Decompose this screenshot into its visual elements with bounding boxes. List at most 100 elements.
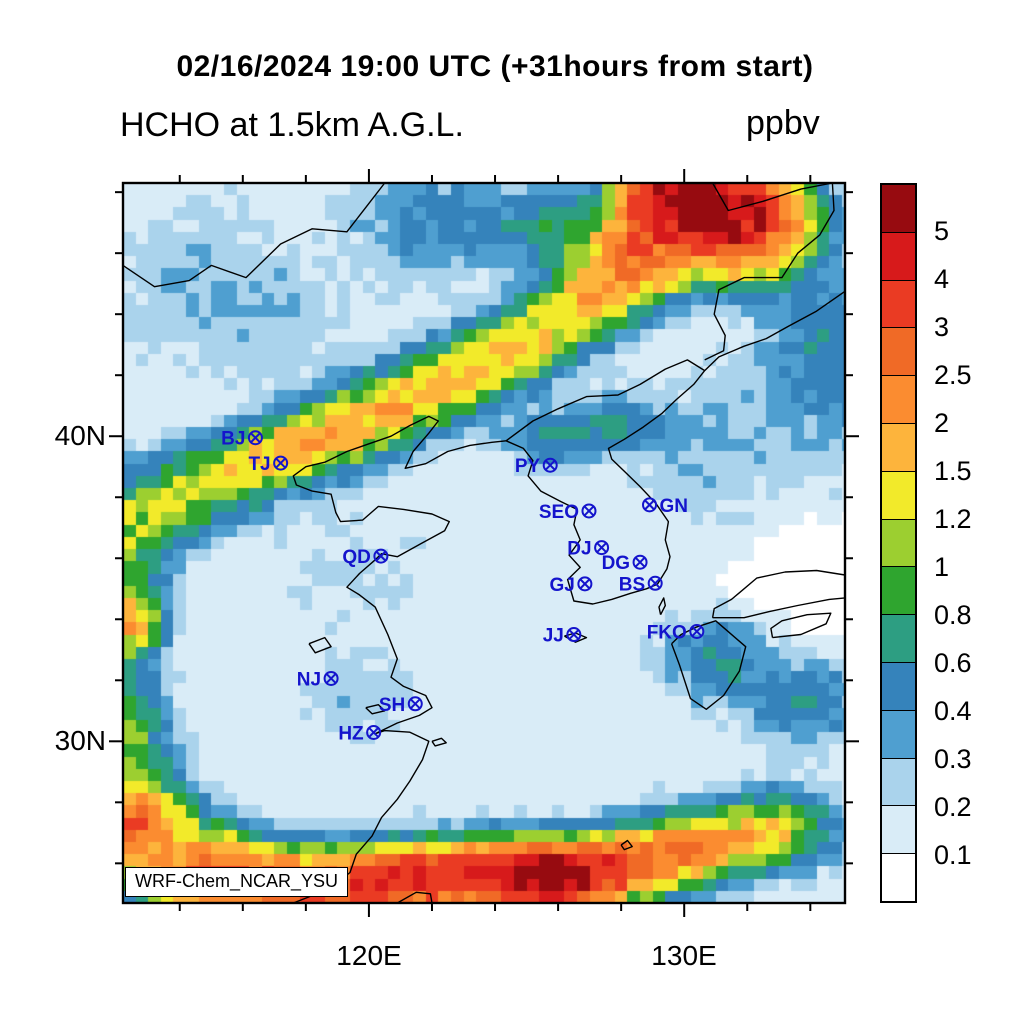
colorbar-band — [882, 471, 915, 520]
station-SH: SH — [379, 695, 423, 716]
station-marker-icon — [581, 503, 597, 519]
coastline-amami-island — [620, 839, 633, 851]
concentration-field-canvas — [123, 183, 845, 903]
station-marker-icon — [366, 724, 382, 740]
colorbar-tick-label: 5 — [934, 216, 950, 246]
colorbar-tick-label: 0.8 — [934, 600, 972, 630]
colorbar-tick-label: 1 — [934, 552, 950, 582]
colorbar-tick-label: 3 — [934, 312, 950, 342]
station-marker-icon — [689, 623, 705, 639]
station-label-TJ: TJ — [248, 454, 270, 475]
station-marker-cross — [579, 578, 591, 590]
lon-tick-label-120e: 120E — [336, 940, 402, 971]
station-label-NJ: NJ — [297, 669, 321, 690]
station-label-SH: SH — [379, 695, 405, 716]
colorbar-tick-label: 1.2 — [934, 504, 972, 534]
colorbar-tick-label: 0.2 — [934, 792, 972, 822]
station-label-PY: PY — [515, 456, 541, 477]
coastline-taihu-lake — [365, 704, 386, 715]
station-label-JJ: JJ — [543, 626, 564, 647]
station-label-SEO: SEO — [539, 502, 579, 523]
colorbar — [880, 183, 917, 903]
station-marker-cross — [325, 673, 337, 684]
station-marker-icon — [247, 430, 263, 446]
station-label-DG: DG — [602, 553, 631, 574]
station-HZ: HZ — [338, 723, 382, 744]
coastline-tsushima-island — [658, 597, 666, 616]
colorbar-tick-label: 0.4 — [934, 696, 972, 726]
lon-tick-label-130e: 130E — [651, 940, 717, 971]
map-frame — [121, 181, 847, 905]
coastline-china-coast — [292, 415, 507, 904]
colorbar-tick-label: 0.1 — [934, 840, 972, 870]
station-JJ: JJ — [543, 626, 582, 647]
colorbar-tick-label: 2 — [934, 408, 950, 438]
station-FKO: FKO — [647, 622, 705, 643]
colorbar-band — [882, 662, 915, 711]
coastline-zhoushan-island — [431, 737, 447, 747]
timestamp-title: 02/16/2024 19:00 UTC (+31hours from star… — [176, 50, 814, 83]
coastline-ussuri-border — [704, 182, 835, 361]
station-BJ: BJ — [221, 429, 263, 450]
station-QD: QD — [342, 547, 389, 568]
colorbar-band — [882, 567, 915, 616]
station-marker-cross — [583, 505, 595, 517]
station-GN: GN — [642, 496, 689, 517]
station-marker-icon — [323, 670, 339, 686]
station-marker-cross — [634, 557, 646, 568]
colorbar-tick-label: 4 — [934, 264, 950, 294]
station-marker-cross — [250, 432, 261, 443]
coastline-yalu-tumen-border — [505, 359, 706, 442]
lat-tick-label-30n: 30N — [54, 725, 106, 756]
colorbar-band — [882, 854, 915, 901]
coastline-taiwan-north — [396, 891, 433, 904]
coastline-shikoku — [770, 612, 832, 639]
coastline-honshu-south-coast — [712, 597, 846, 619]
colorbar-tick-label: 1.5 — [934, 456, 972, 486]
station-marker-icon — [632, 554, 648, 570]
coastline-korea-coast — [505, 290, 846, 605]
station-marker-cross — [368, 727, 379, 738]
station-label-GN: GN — [660, 496, 689, 517]
colorbar-tick-label: 0.6 — [934, 648, 972, 678]
station-marker-icon — [407, 696, 423, 712]
station-SEO: SEO — [539, 502, 597, 523]
colorbar-band — [882, 758, 915, 807]
station-GJ: GJ — [550, 575, 593, 596]
colorbar-band — [882, 806, 915, 855]
station-marker-icon — [542, 457, 558, 473]
station-marker-cross — [275, 457, 286, 469]
units-label: ppbv — [746, 104, 820, 142]
station-TJ: TJ — [248, 454, 289, 475]
station-DJ: DJ — [567, 539, 610, 560]
variable-title: HCHO at 1.5km A.G.L. — [120, 106, 464, 144]
station-NJ: NJ — [297, 669, 339, 690]
station-marker-icon — [577, 576, 593, 592]
colorbar-band — [882, 519, 915, 568]
station-DG: DG — [602, 553, 648, 574]
colorbar-labels: 5 4 3 2.5 2 1.5 1.2 1 0.8 0.6 0.4 0.3 0.2 0.1 — [934, 183, 1014, 903]
station-marker-icon — [647, 575, 663, 591]
lat-tick-label-40n: 40N — [54, 420, 106, 451]
colorbar-band — [882, 232, 915, 281]
station-marker-icon — [594, 540, 610, 556]
station-label-DJ: DJ — [567, 539, 591, 560]
station-marker-cross — [644, 499, 655, 511]
station-label-BJ: BJ — [221, 429, 245, 450]
coastline-mongolia-border — [122, 182, 386, 288]
colorbar-band — [882, 328, 915, 377]
station-marker-cross — [596, 542, 607, 553]
colorbar-band — [882, 280, 915, 329]
colorbar-band — [882, 710, 915, 759]
colorbar-tick-label: 2.5 — [934, 360, 972, 390]
station-marker-cross — [568, 629, 580, 640]
coastline-honshu-north-coast — [711, 569, 846, 618]
station-label-HZ: HZ — [338, 723, 364, 744]
station-label-BS: BS — [619, 574, 645, 595]
station-marker-icon — [642, 497, 658, 513]
station-label-QD: QD — [342, 547, 371, 568]
station-marker-cross — [545, 459, 556, 471]
colorbar-band — [882, 185, 915, 233]
station-BS: BS — [619, 574, 663, 595]
